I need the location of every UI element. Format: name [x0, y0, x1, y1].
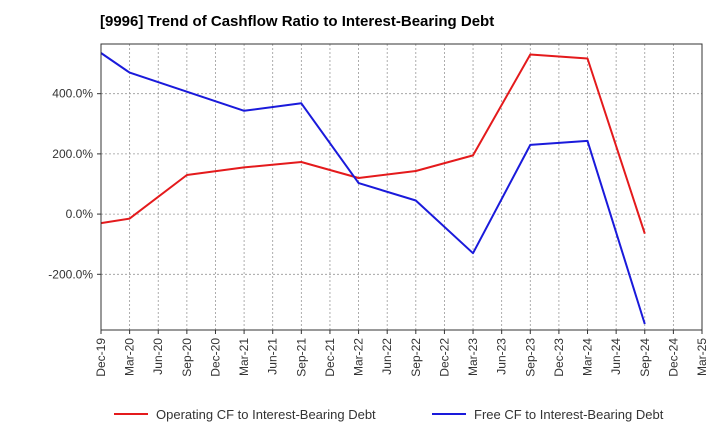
plot-frame	[100, 43, 703, 331]
x-tick-label: Jun-21	[266, 338, 280, 375]
x-tick-label: Mar-25	[695, 338, 709, 376]
series-layer	[100, 52, 646, 325]
x-tick-label: Dec-20	[208, 338, 222, 377]
legend-label-1: Operating CF to Interest-Bearing Debt	[156, 407, 376, 422]
x-tick-label: Jun-24	[609, 338, 623, 375]
x-tick-label: Dec-19	[94, 338, 108, 377]
x-tick-label: Mar-21	[237, 338, 251, 376]
x-tick-label: Sep-24	[638, 338, 652, 377]
x-tick-label: Dec-22	[437, 338, 451, 377]
x-tick-label: Jun-20	[151, 338, 165, 375]
axis-layer: -200.0% 0.0% 200.0% 400.0% Dec-19 Mar-20 Jun-2…	[48, 87, 709, 377]
x-tick-label: Dec-24	[666, 338, 680, 377]
plot-area	[101, 44, 702, 330]
x-tick-label: Sep-22	[409, 338, 423, 377]
x-tick-label: Mar-20	[123, 338, 137, 376]
x-tick-label: Sep-20	[180, 338, 194, 377]
x-tick-label: Dec-23	[552, 338, 566, 377]
x-tick-label: Jun-23	[495, 338, 509, 375]
x-tick-label: Jun-22	[380, 338, 394, 375]
x-tick-label: Mar-24	[581, 338, 595, 376]
x-tick-label: Mar-22	[352, 338, 366, 376]
x-tick-label: Sep-21	[294, 338, 308, 377]
y-tick-label: -200.0%	[48, 267, 93, 281]
legend: Operating CF to Interest-Bearing Debt Fre…	[114, 407, 664, 422]
y-tick-label: 0.0%	[66, 207, 94, 221]
series-line-2	[100, 52, 646, 325]
x-tick-label: Sep-23	[523, 338, 537, 377]
y-tick-label: 400.0%	[52, 87, 93, 101]
legend-label-2: Free CF to Interest-Bearing Debt	[474, 407, 664, 422]
series-line-1	[100, 53, 646, 235]
x-tick-label: Mar-23	[466, 338, 480, 376]
y-tick-label: 200.0%	[52, 147, 93, 161]
x-tick-label: Dec-21	[323, 338, 337, 377]
chart-title: [9996] Trend of Cashflow Ratio to Intere…	[100, 13, 495, 30]
grid-layer	[101, 44, 702, 330]
